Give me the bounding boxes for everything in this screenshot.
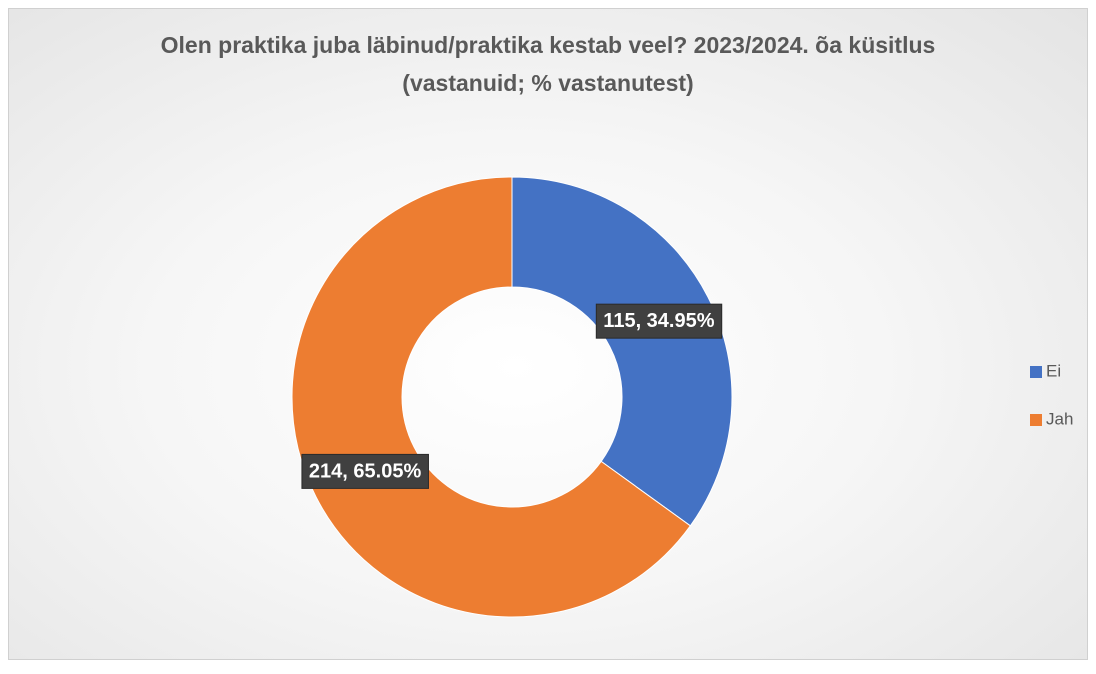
legend-swatch <box>1030 366 1042 378</box>
slice <box>291 176 692 618</box>
data-label-box <box>301 453 429 489</box>
slice <box>511 176 733 527</box>
legend-label: Jah <box>1046 409 1073 428</box>
legend-label: Ei <box>1046 361 1061 380</box>
data-label-text: 115, 34.95% <box>603 310 714 332</box>
data-label: 214, 65.05% <box>301 453 429 489</box>
legend-swatch <box>1030 414 1042 426</box>
data-label-text: 214, 65.05% <box>309 460 422 482</box>
data-label: 115, 34.95% <box>595 303 723 339</box>
data-label-box <box>595 303 723 339</box>
chart-title: Olen praktika juba läbinud/praktika kest… <box>160 32 936 96</box>
